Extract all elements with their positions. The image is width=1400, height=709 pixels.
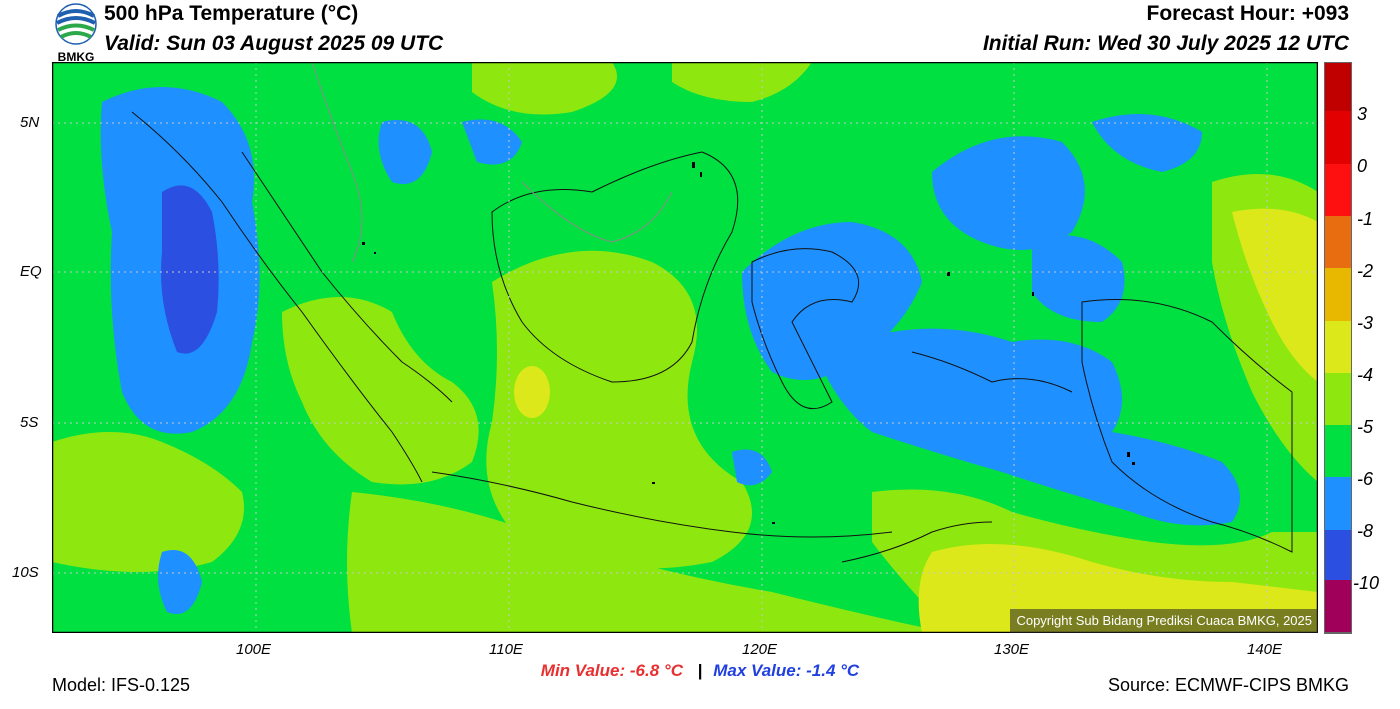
- lon-label-140e: 140E: [1247, 641, 1283, 658]
- colorbar-swatches: [1325, 63, 1351, 633]
- lat-label-5n: 5N: [20, 114, 40, 131]
- lon-label-130e: 130E: [994, 641, 1030, 658]
- colorbar-swatch: [1325, 530, 1351, 582]
- colorbar-label: -8: [1357, 521, 1374, 541]
- forecast-hour: Forecast Hour: +093: [1146, 2, 1350, 25]
- colorbar-swatch: [1325, 268, 1351, 321]
- colorbar-swatch: [1325, 425, 1351, 477]
- colorbar-label: -2: [1357, 261, 1374, 281]
- bmkg-logo-icon: [55, 3, 97, 45]
- temperature-field: [52, 62, 1318, 633]
- colorbar-swatch: [1325, 321, 1351, 373]
- colorbar-label: -5: [1357, 417, 1374, 437]
- colorbar-label: 3: [1357, 104, 1368, 124]
- colorbar-label: -6: [1357, 469, 1374, 489]
- colorbar-label: -3: [1357, 313, 1374, 333]
- lat-label-5s: 5S: [20, 414, 39, 431]
- colorbar-swatch: [1325, 216, 1351, 268]
- chart-title: 500 hPa Temperature (°C): [104, 2, 359, 25]
- colorbar-swatch: [1325, 477, 1351, 530]
- max-value: Max Value: -1.4 °C: [713, 661, 860, 680]
- colorbar-swatch: [1325, 373, 1351, 425]
- min-value: Min Value: -6.8 °C: [540, 661, 683, 680]
- lon-label-100e: 100E: [236, 641, 272, 658]
- temperature-map: Copyright Sub Bidang Prediksi Cuaca BMKG…: [52, 62, 1318, 633]
- lat-label-eq: EQ: [20, 263, 42, 280]
- colorbar-label: -4: [1357, 365, 1374, 385]
- lon-label-120e: 120E: [742, 641, 778, 658]
- value-separator: |: [697, 661, 703, 680]
- lon-label-110e: 110E: [489, 641, 523, 658]
- copyright-box: Copyright Sub Bidang Prediksi Cuaca BMKG…: [1010, 609, 1318, 633]
- min-max-values: Min Value: -6.8 °C | Max Value: -1.4 °C: [0, 661, 1400, 681]
- valid-time: Valid: Sun 03 August 2025 09 UTC: [104, 32, 444, 55]
- colorbar-swatch: [1325, 164, 1351, 216]
- model-label: Model: IFS-0.125: [52, 675, 191, 695]
- bmkg-logo: BMKG: [52, 2, 100, 64]
- colorbar: [1324, 62, 1352, 634]
- colorbar-swatch-bottom: [1324, 580, 1352, 633]
- initial-run: Initial Run: Wed 30 July 2025 12 UTC: [982, 32, 1349, 55]
- colorbar-label: -1: [1357, 209, 1374, 229]
- coastlines: [131, 62, 1293, 563]
- island-specks: [362, 162, 1135, 524]
- copyright-text: Copyright Sub Bidang Prediksi Cuaca BMKG…: [1016, 613, 1312, 628]
- colorbar-swatch: [1325, 111, 1351, 164]
- map-frame: [52, 62, 1318, 633]
- colorbar-label: 0: [1357, 156, 1368, 176]
- lat-label-10s: 10S: [12, 564, 39, 581]
- gridlines: [52, 62, 1318, 633]
- source-label: Source: ECMWF-CIPS BMKG: [1107, 675, 1349, 695]
- logo-text: BMKG: [57, 50, 95, 64]
- colorbar-swatch: [1325, 63, 1351, 111]
- colorbar-label: -10: [1353, 573, 1380, 593]
- field-zone-minus6: [161, 185, 219, 354]
